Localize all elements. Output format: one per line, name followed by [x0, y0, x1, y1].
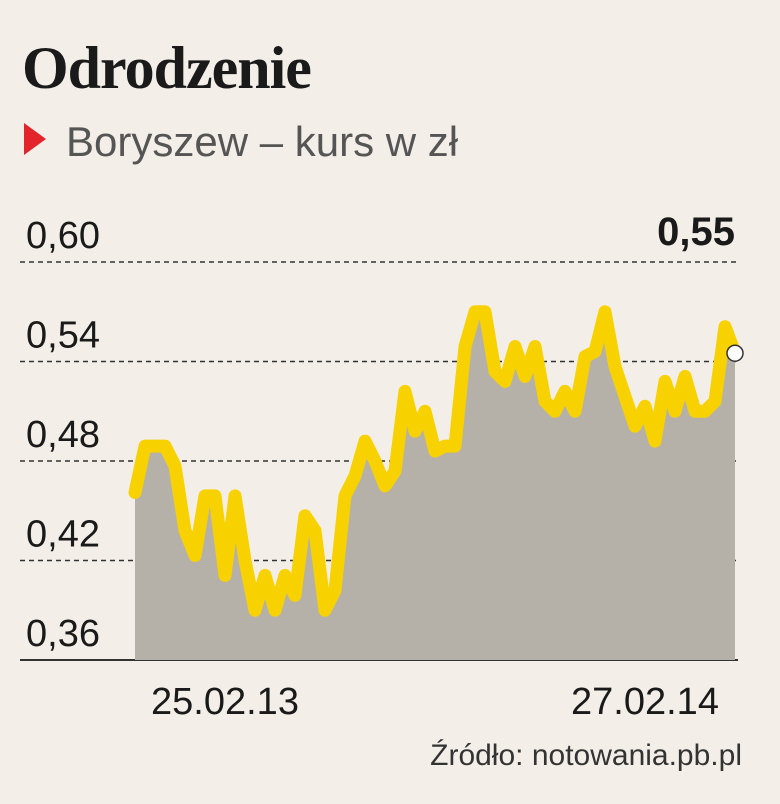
last-point: [726, 344, 744, 362]
y-tick-label: 0,60: [26, 215, 100, 257]
chart-subtitle: Boryszew – kurs w zł: [66, 118, 459, 165]
source: Źródło: notowania.pb.pl: [430, 739, 742, 772]
plot-area: 0,60 0,54 0,48 0,42 0,36 0,55 25.02.13 27.02.14: [20, 210, 744, 723]
y-tick-label: 0,48: [26, 414, 100, 456]
value-label: 0,55: [657, 210, 735, 254]
y-tick-label: 0,54: [26, 315, 100, 357]
area: [135, 311, 735, 660]
x-tick-label: 27.02.14: [571, 681, 719, 723]
chart-title: Odrodzenie: [22, 35, 311, 101]
price-line: [128, 305, 742, 617]
y-tick-label: 0,42: [26, 514, 100, 556]
bullet-icon: [24, 123, 46, 155]
x-tick-label: 25.02.13: [151, 681, 299, 723]
y-tick-label: 0,36: [26, 613, 100, 655]
